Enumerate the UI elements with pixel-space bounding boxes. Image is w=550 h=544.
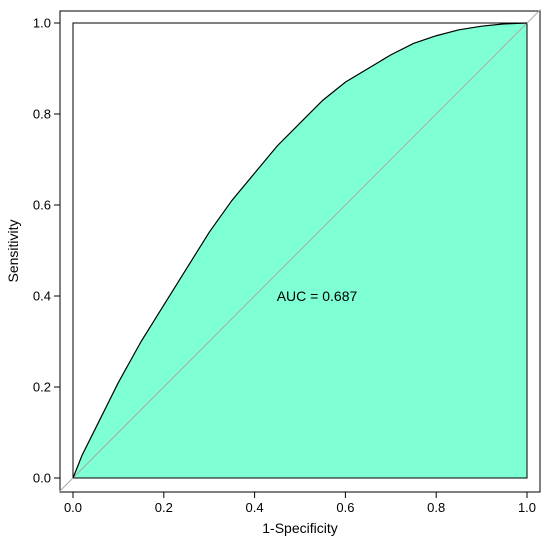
roc-marks	[59, 8, 541, 493]
x-axis: 0.0 0.2 0.4 0.6 0.8 1.0	[64, 492, 536, 515]
y-tick-label: 1.0	[33, 16, 51, 31]
x-tick-label: 0.2	[155, 500, 173, 515]
y-tick-label: 0.6	[33, 198, 51, 213]
roc-curve	[72, 22, 528, 479]
y-axis: 0.0 0.2 0.4 0.6 0.8 1.0	[33, 16, 60, 486]
y-tick-label: 0.8	[33, 107, 51, 122]
auc-annotation: AUC = 0.687	[277, 288, 358, 304]
y-tick-label: 0.2	[33, 380, 51, 395]
x-tick-label: 0.0	[64, 500, 82, 515]
x-tick-label: 0.4	[246, 500, 264, 515]
y-tick-label: 0.0	[33, 471, 51, 486]
x-axis-title: 1-Specificity	[262, 520, 337, 536]
y-axis-title: Sensitivity	[5, 219, 21, 282]
x-tick-label: 0.8	[427, 500, 445, 515]
x-tick-label: 0.6	[336, 500, 354, 515]
reference-diagonal	[59, 8, 541, 493]
x-tick-label: 1.0	[518, 500, 536, 515]
y-tick-label: 0.4	[33, 289, 51, 304]
unit-square	[72, 22, 528, 479]
